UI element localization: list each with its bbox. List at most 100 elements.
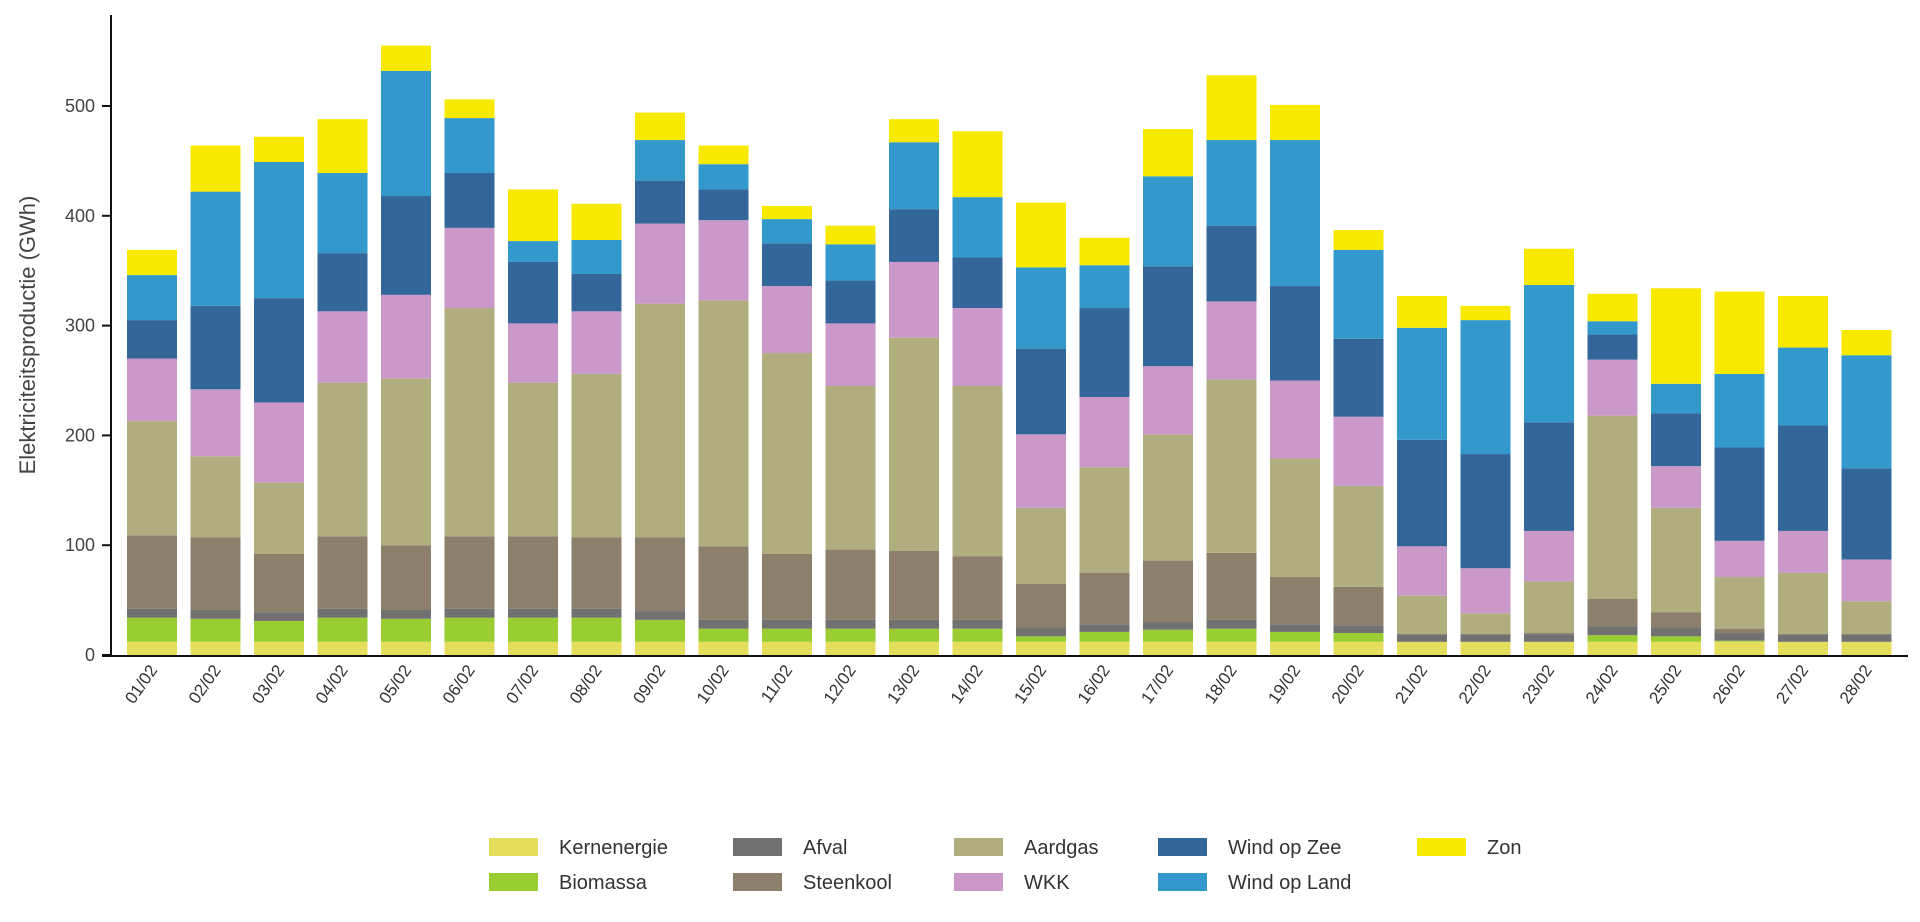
bar-segment-wkk [635, 223, 685, 304]
bar-segment-wind-op-land [127, 275, 177, 321]
bar-segment-wind-op-land [1270, 140, 1320, 287]
x-tick-label: 25/02 [1645, 661, 1685, 707]
bar-segment-kernenergie [1714, 641, 1765, 655]
bar-segment-steenkool [1587, 599, 1638, 627]
bar-segment-kernenergie [1778, 641, 1828, 655]
bar-segment-wind-op-zee [698, 189, 749, 221]
bar-segment-wind-op-zee [825, 280, 876, 324]
bar-segment-kernenergie [127, 641, 177, 655]
x-tick-label: 07/02 [502, 661, 542, 707]
legend-label: Biomassa [559, 872, 648, 894]
bar-segment-steenkool [1016, 583, 1066, 628]
bar-segment-kernenergie [1206, 641, 1257, 655]
bar-segment-aardgas [571, 373, 622, 538]
bar-segment-kernenergie [1397, 641, 1447, 655]
bar-segment-kernenergie [698, 641, 749, 655]
legend-label: Steenkool [803, 872, 892, 894]
bar-segment-wkk [1206, 301, 1257, 380]
bar-segment-steenkool [1270, 577, 1320, 625]
bar-segment-wind-op-zee [635, 180, 685, 224]
x-tick-label: 24/02 [1582, 661, 1622, 707]
bar-segment-biomassa [317, 617, 368, 642]
bar-segment-wind-op-land [952, 197, 1003, 258]
bar-segment-afval [1587, 626, 1638, 636]
bar-segment-aardgas [444, 308, 495, 537]
bar-segment-wkk [1079, 396, 1130, 468]
bar-segment-wind-op-zee [444, 172, 495, 228]
bar-segment-aardgas [508, 382, 558, 537]
bar-segment-zon [508, 189, 558, 242]
bar-segment-wkk [571, 311, 622, 374]
bar-segment-biomassa [190, 618, 241, 642]
bar-segment-aardgas [1524, 581, 1574, 634]
bar-segment-steenkool [1714, 628, 1765, 634]
bar-segment-wind-op-zee [1587, 334, 1638, 360]
legend-swatch [1158, 873, 1207, 891]
bar-segment-aardgas [952, 385, 1003, 557]
bar-segment-afval [1079, 624, 1130, 632]
bar-segment-steenkool [889, 550, 939, 620]
legend-item-zon: Zon [1417, 837, 1521, 859]
bar-segment-kernenergie [317, 641, 368, 655]
bar-segment-zon [1206, 75, 1257, 141]
bar-segment-wind-op-land [825, 244, 876, 281]
bar-segment-wind-op-land [1587, 321, 1638, 335]
bar-segment-zon [698, 145, 749, 165]
bar-segment-kernenergie [1270, 641, 1320, 655]
bar-segment-wind-op-land [444, 118, 495, 173]
bar-segment-biomassa [889, 628, 939, 642]
bar-segment-wind-op-land [317, 172, 368, 254]
bar-segment-afval [1397, 634, 1447, 642]
bar-segment-wkk [127, 358, 177, 422]
legend-swatch [489, 873, 538, 891]
bar-segment-aardgas [635, 303, 685, 538]
legend-swatch [733, 838, 782, 856]
bar-segment-wind-op-land [889, 142, 939, 210]
bar-segment-biomassa [571, 617, 622, 642]
bar-segment-zon [952, 131, 1003, 198]
bar-segment-kernenergie [825, 641, 876, 655]
legend-swatch [733, 873, 782, 891]
bars-layer [127, 45, 1892, 655]
bar-segment-steenkool [127, 535, 177, 609]
legend-swatch [1417, 838, 1466, 856]
bar-segment-steenkool [762, 553, 812, 620]
x-tick-label: 09/02 [629, 661, 669, 707]
x-tick-label: 20/02 [1328, 661, 1368, 707]
bar-segment-biomassa [825, 628, 876, 642]
bar-segment-wind-op-zee [1524, 422, 1574, 531]
bar-segment-wind-op-land [1143, 176, 1193, 267]
x-tick-labels: 01/02 02/02 03/02 04/02 05/02 06/02 07/02 08/02… [121, 661, 1875, 707]
bar-segment-biomassa [508, 617, 558, 642]
legend-swatch [1158, 838, 1207, 856]
bar-segment-wind-op-land [508, 241, 558, 262]
bar-segment-afval [1841, 634, 1892, 642]
bar-segment-steenkool [317, 536, 368, 609]
bar-segment-afval [698, 619, 749, 629]
bar-segment-wkk [1016, 434, 1066, 508]
bar-segment-wind-op-land [635, 140, 685, 181]
bar-segment-aardgas [1143, 434, 1193, 561]
bar-segment-kernenergie [889, 641, 939, 655]
y-tick-label: 200 [65, 425, 95, 445]
bar-segment-zon [381, 45, 431, 71]
bar-segment-steenkool [698, 546, 749, 620]
bar-segment-biomassa [1651, 636, 1701, 642]
bar-segment-wind-op-zee [1714, 447, 1765, 541]
bar-segment-aardgas [190, 456, 241, 538]
bar-segment-zon [1714, 291, 1765, 374]
bar-segment-afval [1016, 627, 1066, 637]
bar-segment-steenkool [1524, 633, 1574, 635]
bar-segment-afval [508, 608, 558, 618]
bar-segment-wkk [190, 389, 241, 457]
bar-segment-wind-op-land [1333, 249, 1384, 339]
bar-segment-wind-op-land [1651, 383, 1701, 414]
bar-segment-wind-op-zee [1143, 266, 1193, 367]
x-tick-label: 04/02 [312, 661, 352, 707]
bar-segment-wind-op-zee [1333, 338, 1384, 417]
bar-segment-biomassa [444, 617, 495, 642]
bar-segment-wind-op-land [1016, 267, 1066, 349]
bar-segment-zon [1079, 237, 1130, 266]
bar-segment-wkk [254, 402, 304, 483]
bar-segment-afval [825, 619, 876, 629]
